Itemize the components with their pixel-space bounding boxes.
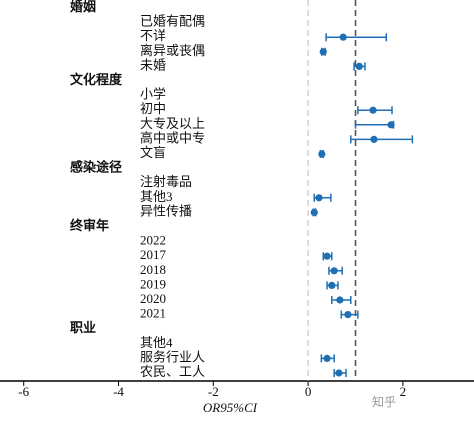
x-axis-title: OR95%CI [203, 400, 258, 415]
row-label: 文盲 [140, 145, 166, 160]
point [319, 48, 327, 56]
point [318, 150, 326, 158]
row-label: 2018 [140, 262, 166, 277]
point [369, 106, 377, 114]
point [323, 354, 331, 362]
row-label: 初中 [140, 101, 166, 116]
row-label: 2020 [140, 291, 166, 306]
row-label: 2022 [140, 233, 166, 248]
x-tick-label: 0 [305, 384, 312, 399]
point [355, 62, 363, 70]
row-label: 服务行业人 [140, 349, 205, 364]
point [339, 33, 347, 41]
point [315, 194, 323, 202]
point [370, 135, 378, 143]
row-label: 农民、工人 [140, 364, 205, 379]
row-label: 其他4 [140, 335, 173, 350]
point [335, 369, 343, 377]
row-label: 小学 [140, 87, 166, 102]
row-label: 异性传播 [140, 203, 192, 218]
row-label: 高中或中专 [140, 130, 205, 145]
group-title: 终审年 [70, 218, 109, 233]
point [328, 281, 336, 289]
point [310, 208, 318, 216]
row-label: 大专及以上 [140, 116, 205, 131]
group-title: 婚姻 [70, 0, 96, 14]
row-label: 已婚有配偶 [140, 14, 205, 29]
point [344, 311, 352, 319]
group-title: 感染途径 [70, 160, 122, 175]
row-label: 未婚 [140, 57, 166, 72]
ci-whisker [350, 135, 414, 144]
point [323, 252, 331, 260]
row-label: 不详 [140, 28, 166, 43]
point [330, 267, 338, 275]
x-tick-label: 2 [400, 384, 407, 399]
x-tick-label: -4 [113, 384, 124, 399]
point [387, 121, 395, 129]
ci-whisker [325, 33, 388, 42]
row-label: 离异或丧偶 [140, 43, 205, 58]
row-label: 2021 [140, 306, 166, 321]
row-label: 注射毒品 [140, 174, 192, 189]
point [336, 296, 344, 304]
x-tick-label: -6 [18, 384, 29, 399]
x-tick-label: -2 [208, 384, 219, 399]
group-title: 文化程度 [70, 72, 123, 87]
row-label: 2019 [140, 276, 166, 291]
group-title: 职业 [70, 320, 96, 335]
watermark: 知乎 [372, 395, 396, 409]
row-label: 2017 [140, 247, 167, 262]
row-label: 其他3 [140, 189, 173, 204]
